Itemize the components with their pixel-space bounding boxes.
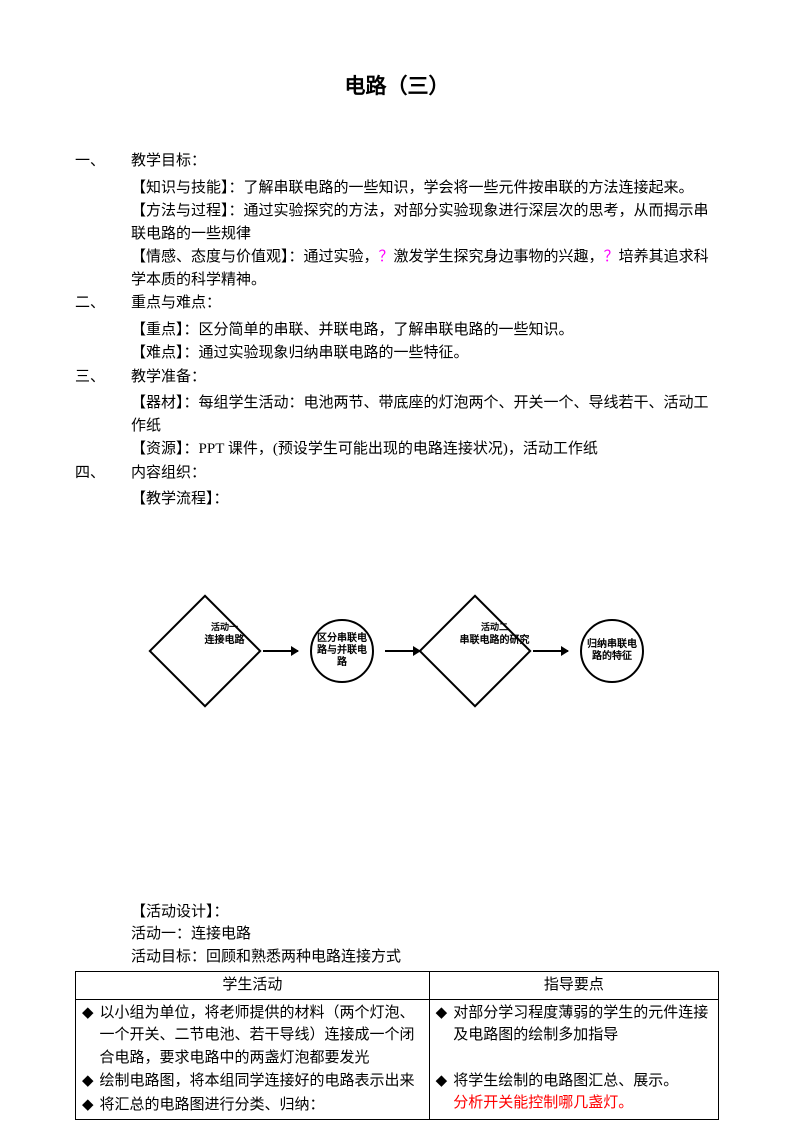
item-1-1: 【知识与技能】：了解串联电路的一些知识，学会将一些元件按串联的方法连接起来。 bbox=[131, 177, 719, 200]
activity-name: 活动一：连接电路 bbox=[131, 923, 719, 946]
table-header-1: 学生活动 bbox=[76, 972, 430, 1000]
section-label-4: 内容组织： bbox=[131, 462, 206, 485]
flow-node-2: 区分串联电路与并联电路 bbox=[310, 619, 374, 683]
section-num-3: 三、 bbox=[75, 366, 131, 389]
section-3: 三、 教学准备： 【器材】：每组学生活动：电池两节、带底座的灯泡两个、开关一个、… bbox=[75, 366, 719, 461]
activity-table: 学生活动 指导要点 ◆以小组为单位，将老师提供的材料（两个灯泡、一个开关、二节电… bbox=[75, 971, 719, 1120]
table-header-2: 指导要点 bbox=[429, 972, 718, 1000]
section-label-2: 重点与难点： bbox=[131, 292, 221, 315]
flow-node-1: 活动一连接电路 bbox=[148, 594, 261, 707]
item-3-1: 【器材】：每组学生活动：电池两节、带底座的灯泡两个、开关一个、导线若干、活动工作… bbox=[131, 392, 719, 437]
flowchart: 活动一连接电路 区分串联电路与并联电路 活动二串联电路的研究 归纳串联电路的特征 bbox=[165, 596, 719, 706]
section-label-1: 教学目标： bbox=[131, 150, 206, 173]
item-2-2: 【难点】：通过实验现象归纳串联电路的一些特征。 bbox=[131, 342, 719, 365]
document-title: 电路（三） bbox=[75, 70, 719, 100]
item-4-1: 【教学流程】： bbox=[131, 488, 719, 511]
section-label-3: 教学准备： bbox=[131, 366, 206, 389]
section-num-2: 二、 bbox=[75, 292, 131, 315]
flow-node-3: 活动二串联电路的研究 bbox=[418, 594, 531, 707]
table-cell-1: ◆以小组为单位，将老师提供的材料（两个灯泡、一个开关、二节电池、若干导线）连接成… bbox=[76, 999, 430, 1120]
table-cell-2: ◆对部分学习程度薄弱的学生的元件连接及电路图的绘制多加指导 ◆将学生绘制的电路图… bbox=[429, 999, 718, 1120]
item-3-2: 【资源】：PPT 课件，(预设学生可能出现的电路连接状况)，活动工作纸 bbox=[131, 438, 719, 461]
section-2: 二、 重点与难点： 【重点】：区分简单的串联、并联电路，了解串联电路的一些知识。… bbox=[75, 292, 719, 365]
arrow-3 bbox=[533, 650, 568, 652]
activity-design: 【活动设计】： bbox=[131, 901, 719, 924]
section-num-1: 一、 bbox=[75, 150, 131, 173]
activity-goal: 活动目标：回顾和熟悉两种电路连接方式 bbox=[131, 946, 719, 969]
arrow-2 bbox=[385, 650, 420, 652]
item-1-2: 【方法与过程】：通过实验探究的方法，对部分实验现象进行深层次的思考，从而揭示串联… bbox=[131, 200, 719, 245]
section-num-4: 四、 bbox=[75, 462, 131, 485]
section-1: 一、 教学目标： 【知识与技能】：了解串联电路的一些知识，学会将一些元件按串联的… bbox=[75, 150, 719, 291]
section-4: 四、 内容组织： 【教学流程】： bbox=[75, 462, 719, 511]
arrow-1 bbox=[263, 650, 298, 652]
item-2-1: 【重点】：区分简单的串联、并联电路，了解串联电路的一些知识。 bbox=[131, 319, 719, 342]
item-1-3: 【情感、态度与价值观】：通过实验，？激发学生探究身边事物的兴趣，？培养其追求科学… bbox=[131, 246, 719, 291]
flow-node-4: 归纳串联电路的特征 bbox=[580, 619, 644, 683]
activity-section: 【活动设计】： 活动一：连接电路 活动目标：回顾和熟悉两种电路连接方式 学生活动… bbox=[131, 901, 719, 1121]
